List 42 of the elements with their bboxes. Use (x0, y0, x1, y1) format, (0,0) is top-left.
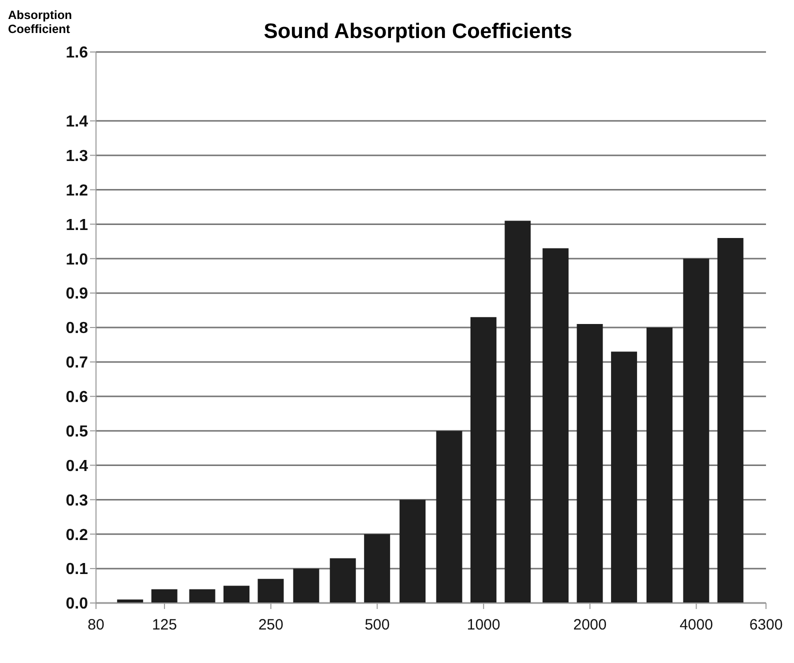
bar (258, 578, 284, 603)
bar (504, 220, 531, 603)
y-tick-label: 0.0 (66, 596, 88, 613)
bar (400, 500, 426, 603)
y-tick-label: 1.0 (66, 251, 88, 268)
bar (364, 534, 390, 603)
bar (223, 586, 250, 603)
x-tick-label: 1000 (466, 616, 500, 634)
bar (611, 352, 638, 603)
y-tick-label: 0.7 (66, 354, 88, 372)
x-tick-label: 2000 (573, 616, 607, 634)
bar (189, 589, 216, 603)
y-tick-label: 0.1 (66, 561, 88, 578)
x-tick-label: 4000 (680, 616, 713, 634)
bar (436, 430, 462, 603)
y-tick-label: 0.4 (66, 458, 88, 475)
bar (683, 258, 710, 603)
x-tick-label: 125 (152, 616, 177, 634)
x-tick-label: 80 (88, 616, 104, 634)
y-tick-label: 1.4 (66, 114, 88, 131)
y-tick-label: 0.5 (66, 423, 88, 440)
x-tick-label: 500 (364, 616, 390, 634)
x-tick-label: 6300 (749, 616, 783, 634)
x-tick-label: 250 (258, 616, 284, 634)
y-tick-label: 1.6 (66, 44, 88, 62)
y-tick-label: 0.3 (66, 492, 88, 510)
bar (576, 324, 603, 603)
bar (646, 328, 673, 603)
chart-title: Sound Absorption Coefficients (262, 20, 574, 44)
bar (293, 568, 320, 603)
y-tick-label: 0.2 (66, 526, 88, 544)
bar (330, 558, 356, 603)
y-tick-label: 1.2 (66, 182, 88, 200)
y-tick-label: 0.8 (66, 320, 88, 338)
y-tick-label: 1.1 (66, 216, 88, 234)
y-tick-label: 0.9 (66, 286, 88, 303)
bar (717, 238, 744, 603)
bar (470, 317, 496, 603)
y-tick-label: 0.6 (66, 389, 88, 406)
bar (151, 589, 178, 603)
y-tick-label: 1.3 (66, 148, 88, 165)
y-axis-title: Absorption Coefficient (8, 8, 72, 36)
